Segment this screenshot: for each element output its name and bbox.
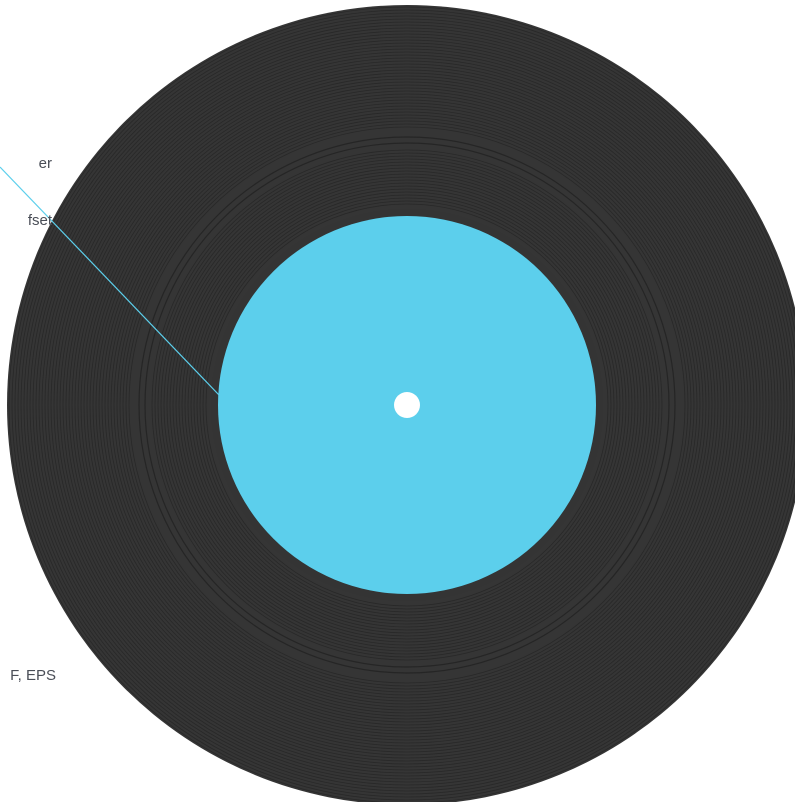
groove-ring	[8, 6, 795, 802]
groove-ring	[23, 21, 791, 789]
groove-ring	[95, 93, 719, 717]
groove-ring	[175, 173, 639, 637]
groove-ring	[122, 120, 692, 690]
groove-ring	[160, 158, 654, 652]
groove-ring	[83, 81, 731, 729]
groove-ring	[125, 123, 689, 687]
groove-ring	[59, 57, 755, 753]
groove-ring	[62, 60, 752, 750]
groove-ring	[202, 200, 612, 610]
groove-ring	[205, 203, 609, 607]
groove-ring	[53, 51, 761, 759]
groove-ring	[172, 170, 642, 640]
groove-ring	[193, 191, 621, 619]
label-callout-text: er fset	[0, 116, 52, 268]
groove-ring	[116, 114, 698, 696]
groove-ring	[17, 15, 795, 795]
groove-ring	[44, 42, 770, 768]
groove-ring	[199, 197, 615, 613]
groove-ring	[113, 111, 701, 699]
groove-ring	[184, 182, 630, 628]
groove-ring	[89, 87, 725, 723]
groove-ring	[14, 12, 795, 798]
formats-caption: F, EPS	[10, 667, 56, 684]
groove-ring	[68, 66, 746, 744]
groove-ring	[92, 90, 722, 720]
vinyl-grooves	[8, 6, 795, 802]
groove-ring	[50, 48, 764, 762]
groove-ring	[110, 108, 704, 702]
groove-ring	[20, 18, 794, 792]
groove-ring	[104, 102, 710, 708]
groove-ring	[138, 136, 676, 674]
groove-ring	[32, 30, 782, 780]
callout-leader-line	[0, 166, 220, 396]
groove-ring	[151, 149, 663, 661]
groove-ring	[163, 161, 651, 649]
groove-ring	[190, 188, 624, 622]
groove-ring	[77, 75, 737, 735]
groove-ring	[154, 152, 660, 658]
groove-ring	[107, 105, 707, 705]
groove-ring	[101, 99, 713, 711]
groove-ring	[98, 96, 716, 714]
groove-ring	[56, 54, 758, 756]
groove-ring	[119, 117, 695, 693]
groove-ring	[47, 45, 767, 765]
groove-ring	[38, 36, 776, 774]
groove-ring	[26, 24, 788, 786]
groove-ring	[196, 194, 618, 616]
groove-ring	[157, 155, 657, 655]
groove-ring	[187, 185, 627, 625]
groove-ring	[74, 72, 740, 738]
groove-ring	[11, 9, 795, 801]
label-callout-line1: er	[38, 155, 52, 172]
groove-ring	[166, 164, 648, 646]
groove-ring	[29, 27, 785, 783]
groove-ring	[41, 39, 773, 771]
groove-ring	[35, 33, 779, 777]
groove-ring	[128, 126, 686, 684]
groove-ring	[65, 63, 749, 747]
groove-ring	[80, 78, 734, 732]
spindle-hole	[394, 392, 420, 418]
label-callout-line2: fset	[27, 212, 52, 229]
groove-ring	[71, 69, 743, 741]
groove-ring	[144, 142, 670, 668]
groove-ring	[181, 179, 633, 631]
groove-ring	[169, 167, 645, 643]
groove-ring	[86, 84, 728, 726]
groove-ring	[178, 176, 636, 634]
